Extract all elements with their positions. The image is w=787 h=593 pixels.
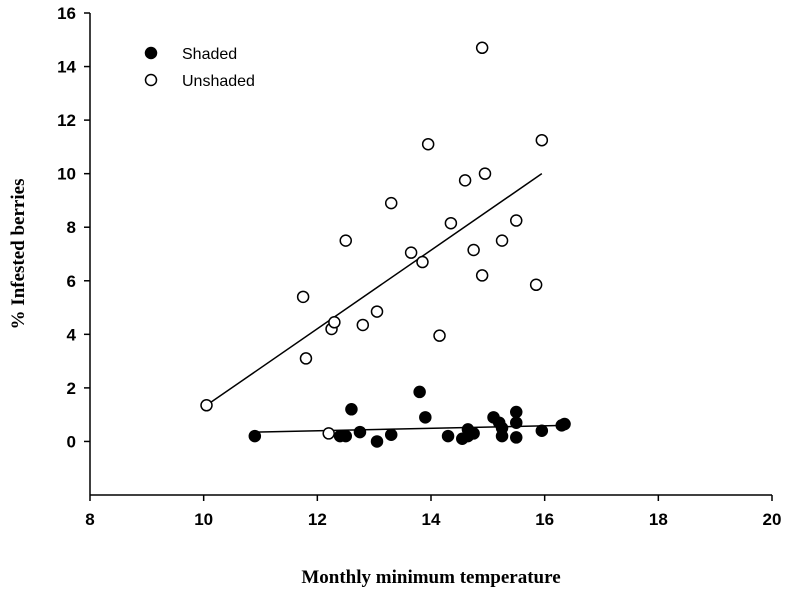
y-axis-title: % Infested berries (8, 179, 29, 330)
x-axis-title: Monthly minimum temperature (301, 567, 560, 588)
data-point-unshaded (370, 305, 384, 318)
data-point-shaded (353, 425, 367, 439)
y-tick-label: 12 (57, 111, 76, 130)
x-tick-label: 12 (308, 510, 327, 529)
data-point-shaded (413, 385, 426, 399)
data-point-shaded (467, 427, 480, 440)
x-tick-label: 8 (85, 510, 94, 529)
data-points (200, 41, 571, 448)
data-point-shaded (248, 429, 262, 443)
x-tick-label: 18 (649, 510, 668, 529)
data-point-unshaded (495, 234, 509, 247)
data-point-unshaded (444, 216, 458, 230)
trendlines (206, 173, 565, 433)
data-point-shaded (384, 428, 398, 441)
data-point-unshaded (535, 133, 549, 147)
data-point-shaded (339, 429, 352, 443)
y-tick-label: 4 (67, 325, 77, 344)
trendline-unshaded (206, 173, 543, 406)
data-point-unshaded (356, 318, 370, 332)
data-point-unshaded (384, 196, 398, 210)
data-point-unshaded (433, 329, 446, 342)
y-tick-label: 0 (67, 432, 76, 451)
y-tick-label: 8 (67, 218, 76, 237)
data-point-unshaded (510, 214, 523, 227)
y-tick-label: 14 (57, 58, 76, 77)
data-point-unshaded (475, 269, 489, 282)
x-tick-label: 10 (194, 510, 213, 529)
data-point-shaded (441, 429, 455, 443)
data-point-unshaded (421, 137, 435, 151)
data-point-unshaded (467, 243, 480, 257)
y-tick-label: 10 (57, 165, 76, 184)
data-point-shaded (510, 431, 523, 444)
data-point-shaded (419, 411, 432, 424)
data-point-unshaded (404, 246, 418, 259)
ticks: 8 10 12 14 16 18 20 0 2 4 6 8 10 12 14 16 (57, 4, 781, 529)
data-point-unshaded (458, 174, 472, 187)
x-tick-label: 14 (422, 510, 441, 529)
data-point-unshaded (475, 41, 489, 55)
legend-marker-shaded (144, 46, 158, 60)
legend-marker-unshaded (144, 73, 158, 87)
legend-label-unshaded: Unshaded (182, 73, 255, 90)
legend-label-shaded: Shaded (182, 46, 237, 63)
data-point-shaded (510, 416, 523, 429)
data-point-shaded (510, 405, 523, 419)
x-tick-label: 20 (763, 510, 782, 529)
data-point-unshaded (299, 352, 313, 365)
data-point-unshaded (529, 278, 543, 292)
data-point-unshaded (478, 167, 492, 180)
data-point-shaded (558, 417, 571, 431)
y-tick-label: 16 (57, 4, 76, 23)
y-tick-label: 6 (67, 272, 76, 291)
data-point-shaded (370, 435, 384, 448)
data-point-unshaded (322, 427, 335, 440)
data-point-shaded (495, 429, 509, 443)
y-tick-label: 2 (67, 379, 76, 398)
data-point-unshaded (200, 399, 213, 412)
data-point-unshaded (328, 316, 341, 329)
data-point-unshaded (416, 255, 429, 269)
data-point-shaded (535, 424, 549, 437)
data-point-shaded (345, 403, 358, 416)
data-point-unshaded (339, 234, 352, 247)
data-point-unshaded (296, 290, 310, 304)
legend: Shaded Unshaded (144, 46, 255, 90)
x-tick-label: 16 (535, 510, 554, 529)
